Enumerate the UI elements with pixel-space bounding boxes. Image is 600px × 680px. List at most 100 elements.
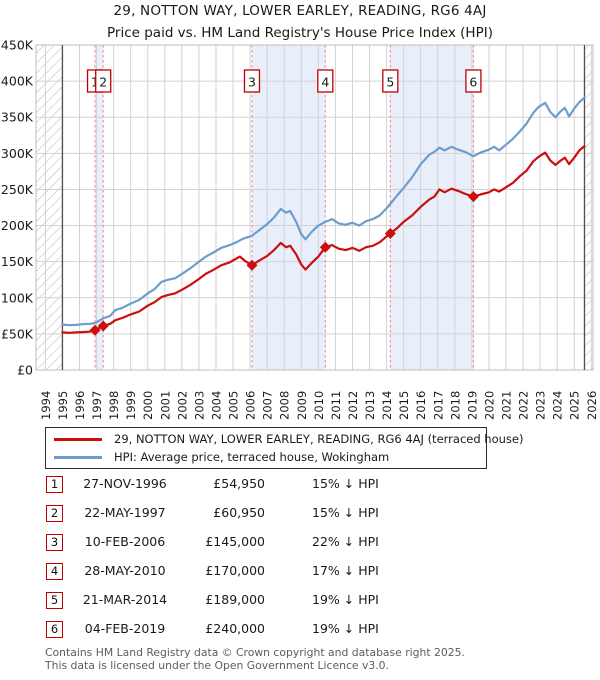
transaction-number-badge: 3 <box>46 534 63 551</box>
y-tick-label: £0 <box>17 363 33 378</box>
x-tick-label: 2015 <box>397 391 411 420</box>
transaction-number-badge: 6 <box>46 621 63 638</box>
property-price-line <box>61 145 586 334</box>
x-tick-label: 2010 <box>312 391 326 420</box>
transaction-number-badge: 5 <box>46 592 63 609</box>
transaction-vs-hpi: 22% ↓ HPI <box>312 534 379 549</box>
transaction-date: 27-NOV-1996 <box>83 476 167 491</box>
legend-item-hpi: HPI: Average price, terraced house, Woki… <box>46 450 486 464</box>
transaction-row: 3 10-FEB-2006 £145,000 22% ↓ HPI <box>45 532 485 561</box>
ownership-band <box>95 45 104 370</box>
transaction-date: 21-MAR-2014 <box>82 592 168 607</box>
legend-label-property: 29, NOTTON WAY, LOWER EARLEY, READING, R… <box>114 432 524 446</box>
x-tick-label: 2018 <box>448 391 462 420</box>
x-tick-label: 2001 <box>158 391 172 420</box>
y-tick-label: £400K <box>0 74 34 89</box>
x-tick-label: 2021 <box>499 391 513 420</box>
hpi-line <box>61 96 586 327</box>
x-tick-label: 2005 <box>227 391 241 420</box>
y-tick-label: £450K <box>0 38 34 53</box>
ownership-band <box>251 45 326 370</box>
sale-marker-diamond <box>89 324 101 336</box>
transaction-number-badge: 1 <box>46 476 63 493</box>
x-tick-label: 2014 <box>380 391 394 420</box>
transaction-row: 1 27-NOV-1996 £54,950 15% ↓ HPI <box>45 474 485 503</box>
x-tick-label: 2002 <box>175 391 189 420</box>
transaction-vs-hpi: 15% ↓ HPI <box>312 505 379 520</box>
x-tick-label: 1997 <box>90 391 104 420</box>
x-tick-label: 2004 <box>209 391 223 420</box>
transaction-price: £189,000 <box>205 592 265 607</box>
transaction-price: £145,000 <box>205 534 265 549</box>
x-tick-label: 2019 <box>465 391 479 420</box>
transaction-vs-hpi: 19% ↓ HPI <box>312 592 379 607</box>
footer-line-2: This data is licensed under the Open Gov… <box>45 658 389 672</box>
transaction-date: 22-MAY-1997 <box>84 505 166 520</box>
x-tick-label: 2025 <box>568 391 582 420</box>
x-tick-label: 2013 <box>363 391 377 420</box>
transaction-row: 2 22-MAY-1997 £60,950 15% ↓ HPI <box>45 503 485 532</box>
y-tick-label: £100K <box>0 290 34 305</box>
transaction-number-badge: 2 <box>46 505 63 522</box>
legend-item-property: 29, NOTTON WAY, LOWER EARLEY, READING, R… <box>46 432 523 446</box>
x-tick-label: 2011 <box>329 391 343 420</box>
sale-marker-box <box>95 69 112 93</box>
y-tick-label: £350K <box>0 110 34 125</box>
chart-legend: 29, NOTTON WAY, LOWER EARLEY, READING, R… <box>45 427 523 469</box>
sale-marker-diamond <box>384 228 396 239</box>
y-tick-label: £200K <box>0 218 34 233</box>
x-tick-label: 2003 <box>192 391 206 420</box>
transaction-price: £54,950 <box>213 476 265 491</box>
sale-marker-diamond <box>97 320 109 332</box>
property-line-swatch <box>54 437 102 441</box>
x-tick-label: 1999 <box>124 391 138 420</box>
sale-marker-diamond <box>467 191 479 203</box>
x-tick-label: 2024 <box>551 391 565 420</box>
y-tick-label: £50K <box>1 326 34 341</box>
x-tick-label: 2007 <box>261 391 275 420</box>
x-tick-label: 1998 <box>107 391 121 420</box>
sale-marker-number: 6 <box>469 75 477 90</box>
y-tick-label: £300K <box>0 146 34 161</box>
x-tick-label: 2012 <box>346 391 360 420</box>
sale-marker-number: 5 <box>386 75 394 90</box>
transaction-price: £170,000 <box>205 563 265 578</box>
transaction-vs-hpi: 15% ↓ HPI <box>312 476 379 491</box>
transaction-row: 5 21-MAR-2014 £189,000 19% ↓ HPI <box>45 590 485 619</box>
transaction-date: 10-FEB-2006 <box>84 534 166 549</box>
y-tick-label: £150K <box>0 254 34 269</box>
page-title: 29, NOTTON WAY, LOWER EARLEY, READING, R… <box>113 3 487 19</box>
transaction-price: £240,000 <box>205 621 265 636</box>
sale-marker-number: 2 <box>99 75 107 90</box>
hpi-line-swatch <box>54 455 102 459</box>
x-tick-label: 2009 <box>295 391 309 420</box>
x-tick-label: 1996 <box>73 391 87 420</box>
x-tick-label: 1995 <box>56 391 70 420</box>
legend-label-hpi: HPI: Average price, terraced house, Woki… <box>114 450 390 464</box>
x-tick-label: 2026 <box>585 391 599 420</box>
sale-marker-box <box>317 69 334 93</box>
plot-border <box>35 44 594 371</box>
no-data-hatch <box>36 45 63 370</box>
x-tick-label: 2000 <box>141 391 155 420</box>
x-tick-label: 1994 <box>39 391 53 420</box>
transaction-date: 04-FEB-2019 <box>84 621 166 636</box>
transaction-price: £60,950 <box>213 505 265 520</box>
x-tick-label: 2008 <box>278 391 292 420</box>
sale-marker-diamond <box>319 241 331 253</box>
footer-line-1: Contains HM Land Registry data © Crown c… <box>45 646 465 659</box>
transaction-vs-hpi: 19% ↓ HPI <box>312 621 379 636</box>
x-tick-label: 2006 <box>244 391 258 420</box>
sale-marker-box <box>465 69 482 93</box>
license-footer: Contains HM Land Registry data © Crown c… <box>45 646 585 672</box>
no-data-hatch <box>584 45 593 370</box>
x-tick-label: 2022 <box>517 391 531 420</box>
sale-marker-number: 4 <box>321 75 329 90</box>
sale-marker-number: 3 <box>248 75 256 90</box>
x-tick-label: 2017 <box>431 391 445 420</box>
sale-marker-box <box>243 69 261 93</box>
x-tick-label: 2023 <box>534 391 548 420</box>
transaction-date: 28-MAY-2010 <box>84 563 166 578</box>
transaction-number-badge: 4 <box>46 563 63 580</box>
